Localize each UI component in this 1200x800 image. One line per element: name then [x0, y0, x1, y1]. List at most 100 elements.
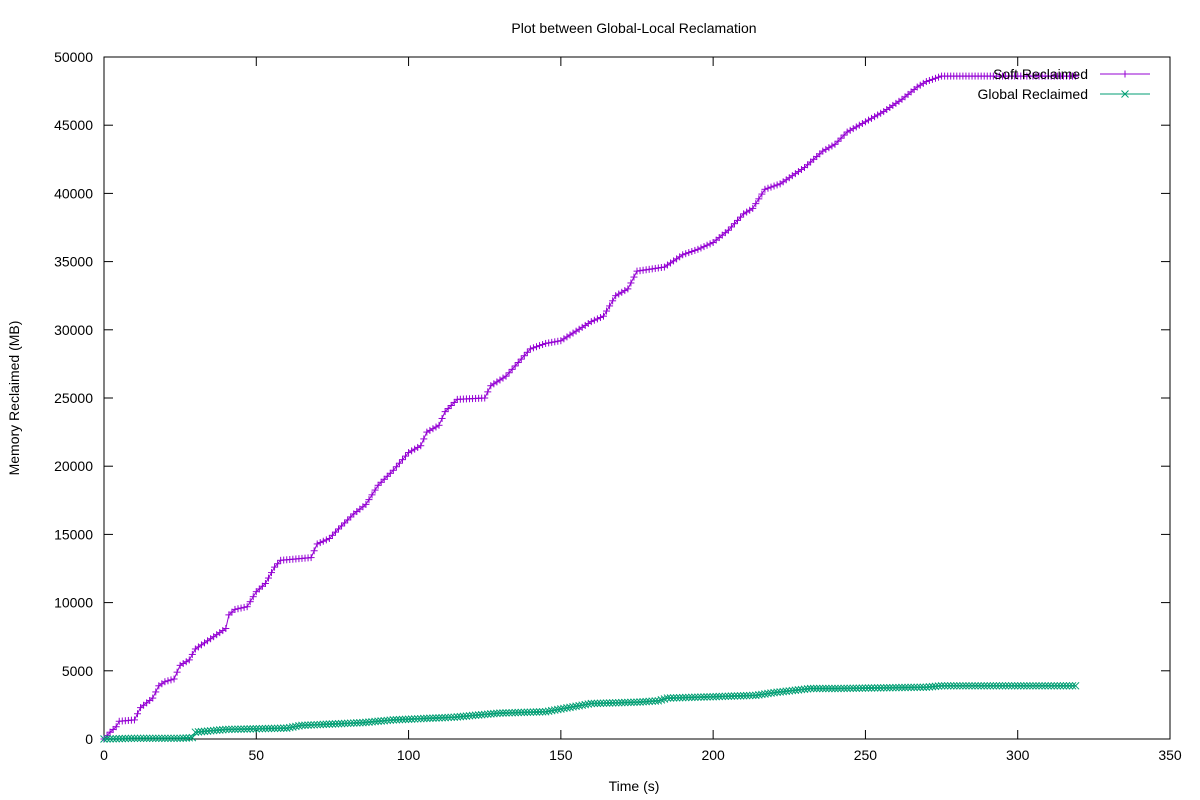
data-point	[335, 525, 343, 533]
data-point	[1044, 681, 1053, 690]
data-point	[252, 724, 261, 733]
data-point	[874, 111, 882, 119]
data-point	[599, 699, 608, 708]
data-point	[481, 394, 489, 402]
legend-marker	[1121, 70, 1129, 78]
data-point	[913, 83, 921, 91]
data-point	[218, 725, 227, 734]
data-point	[825, 684, 833, 693]
data-point	[855, 121, 863, 129]
data-point	[145, 734, 154, 743]
data-point	[873, 684, 882, 692]
y-tick-label: 15000	[54, 526, 93, 542]
data-point	[737, 213, 745, 221]
data-point	[532, 708, 541, 716]
y-tick-label: 0	[85, 731, 93, 747]
data-point	[307, 721, 315, 729]
data-point	[355, 718, 364, 727]
data-point	[438, 713, 446, 722]
data-point	[255, 724, 264, 733]
data-point	[331, 528, 339, 536]
data-point	[502, 372, 510, 380]
data-point	[593, 315, 601, 323]
data-point	[274, 560, 282, 568]
data-point	[554, 337, 562, 345]
data-point	[505, 708, 513, 717]
data-point	[1035, 681, 1043, 690]
data-point	[898, 683, 906, 692]
data-point	[560, 335, 568, 343]
data-point	[389, 466, 397, 474]
data-point	[922, 78, 930, 86]
data-point	[627, 279, 635, 287]
data-point	[733, 692, 742, 700]
data-point	[618, 288, 626, 296]
data-point	[243, 603, 251, 611]
data-point	[365, 718, 373, 726]
data-point	[535, 708, 544, 716]
data-point	[709, 692, 717, 701]
data-point	[587, 699, 596, 708]
data-point	[703, 241, 711, 249]
data-point	[365, 496, 373, 504]
data-point	[547, 706, 556, 715]
data-point	[761, 690, 769, 698]
y-tick-label: 25000	[54, 390, 93, 406]
data-point	[858, 684, 867, 692]
data-point	[1050, 681, 1059, 690]
data-point	[684, 693, 693, 702]
data-point	[557, 337, 565, 345]
data-point	[149, 694, 157, 702]
data-point	[496, 709, 504, 717]
data-point	[627, 698, 635, 707]
data-point	[419, 714, 428, 723]
data-point	[888, 683, 897, 692]
data-point	[821, 684, 830, 693]
data-point	[307, 554, 315, 562]
data-point	[721, 692, 730, 701]
data-point	[511, 362, 519, 370]
data-point	[611, 698, 620, 707]
data-point	[788, 686, 797, 695]
data-point	[782, 687, 791, 696]
data-point	[465, 711, 474, 720]
data-point	[310, 547, 318, 555]
data-point	[401, 715, 410, 724]
data-point	[191, 728, 200, 737]
data-point	[740, 210, 748, 218]
data-point	[885, 683, 894, 692]
data-point	[542, 339, 550, 347]
data-point	[745, 691, 754, 700]
data-point	[648, 697, 657, 706]
data-point	[392, 715, 401, 724]
x-tick-label: 200	[701, 747, 725, 763]
data-point	[935, 73, 943, 81]
data-point	[310, 720, 319, 729]
data-point	[882, 683, 891, 692]
data-point	[971, 681, 979, 690]
legend: Soft Reclaimed Global Reclaimed	[978, 66, 1150, 102]
data-point	[264, 574, 272, 582]
data-point	[422, 714, 431, 723]
data-point	[636, 698, 644, 706]
data-point	[386, 469, 394, 477]
data-point	[955, 681, 964, 690]
data-point	[877, 109, 885, 117]
y-tick-label: 20000	[54, 458, 93, 474]
data-point	[931, 74, 939, 82]
data-point	[569, 702, 577, 711]
data-point	[645, 697, 654, 706]
data-point	[569, 329, 577, 337]
data-point	[776, 688, 785, 696]
data-point	[560, 704, 568, 713]
data-point	[416, 714, 425, 723]
data-point	[496, 376, 504, 384]
series-markers-soft-reclaimed	[100, 72, 1080, 743]
data-point	[819, 147, 827, 155]
data-point	[480, 710, 489, 719]
data-point	[347, 513, 355, 521]
data-point	[380, 716, 389, 725]
data-point	[319, 720, 328, 729]
data-point	[432, 714, 440, 722]
data-point	[194, 728, 203, 736]
